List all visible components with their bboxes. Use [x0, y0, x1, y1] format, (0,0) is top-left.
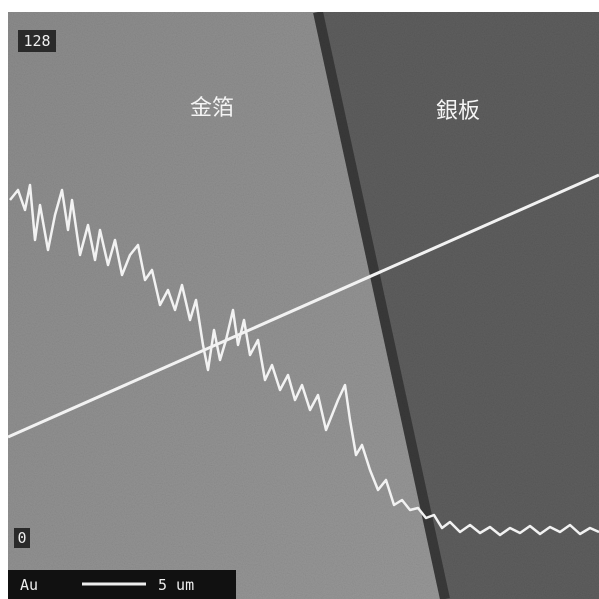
- region-label: 銀板: [436, 99, 480, 124]
- max-label: 128: [23, 32, 50, 50]
- element-label: Au: [20, 576, 38, 594]
- micrograph: 128 0 金箔 銀板 Au 5 um: [0, 0, 599, 599]
- region-label: 金箔: [190, 96, 234, 121]
- min-label: 0: [17, 529, 26, 547]
- scale-label: 5 um: [158, 576, 194, 594]
